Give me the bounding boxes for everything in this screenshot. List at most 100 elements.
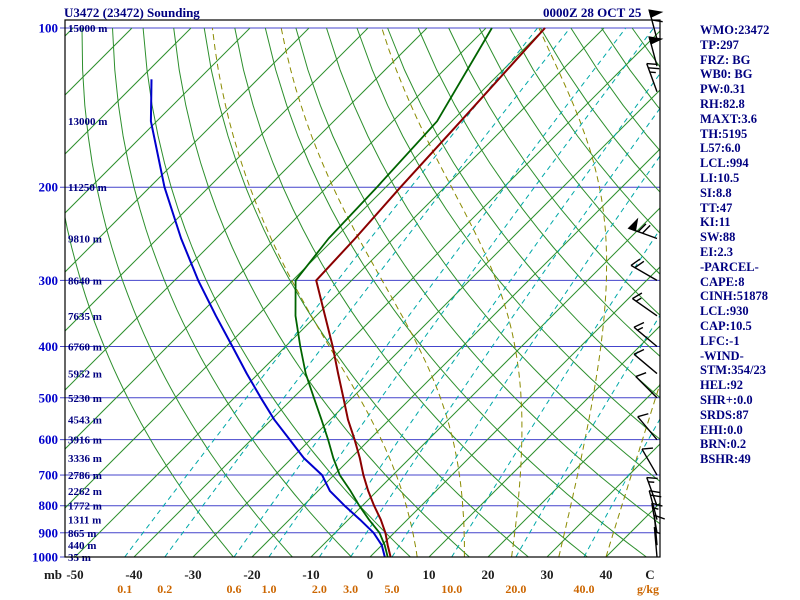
pressure-label: 200 <box>39 180 59 195</box>
index-line: CINH:51878 <box>700 289 769 304</box>
moist-adiabat-line <box>605 382 660 557</box>
index-line: WMO:23472 <box>700 23 770 37</box>
isotherm-line <box>65 27 487 450</box>
mixing-ratio-line <box>164 27 571 557</box>
mixing-ratio-label: 0.2 <box>157 582 172 596</box>
plot-frame <box>64 19 661 558</box>
pressure-label: 300 <box>39 273 59 288</box>
pressure-label: 900 <box>39 525 59 540</box>
wind-barb <box>648 9 664 40</box>
index-line: BRN:0.2 <box>700 437 747 452</box>
temp-tick-label: -30 <box>184 567 201 582</box>
index-line: L57:6.0 <box>700 141 741 156</box>
sounding-curves <box>149 27 546 557</box>
index-line: LCL:994 <box>700 156 749 171</box>
index-line: SW:88 <box>700 230 736 245</box>
index-line: LCL:930 <box>700 304 749 319</box>
pressure-label: 700 <box>39 468 59 483</box>
height-label: 2262 m <box>68 486 102 498</box>
chart-title: U3472 (23472) Sounding <box>64 5 200 20</box>
moist-adiabat-line <box>538 27 608 557</box>
temp-tick-label: 0 <box>367 567 374 582</box>
height-label: 865 m <box>68 528 96 540</box>
temp-unit-label: C <box>645 567 654 582</box>
index-line: FRZ: BG <box>700 52 751 67</box>
index-line: PW:0.31 <box>700 82 746 97</box>
dry-adiabat-line <box>356 27 660 440</box>
mixing-ratio-line <box>268 27 654 557</box>
index-line: WB0: BG <box>700 67 753 82</box>
height-label: 6760 m <box>68 341 102 353</box>
mixing-ratio-line <box>391 155 660 557</box>
index-line: TP:297 <box>700 37 739 52</box>
temp-tick-label: 10 <box>423 567 436 582</box>
isotherm-line <box>65 27 251 214</box>
mixing-ratio-label: 0.6 <box>227 582 242 596</box>
moist-adiabat-line <box>280 27 465 557</box>
index-line: HEL:92 <box>700 378 744 393</box>
dry-adiabat-line <box>264 27 647 557</box>
height-label: 9810 m <box>68 234 102 246</box>
dry-adiabat-line <box>112 27 352 557</box>
height-label: 5230 m <box>68 393 102 405</box>
wind-barb <box>641 447 658 476</box>
isotherm-line <box>65 27 310 273</box>
temperature-curve <box>315 27 546 557</box>
temp-tick-label: -40 <box>125 567 142 582</box>
mixing-ratio-line <box>318 72 660 557</box>
height-label: 3916 m <box>68 435 102 447</box>
index-line: -PARCEL- <box>700 259 759 274</box>
isotherm-line <box>0 28 14 557</box>
temp-tick-label: -50 <box>66 567 83 582</box>
wind-barb-column <box>627 9 665 558</box>
mixing-ratio-label: 5.0 <box>384 582 399 596</box>
index-line: TT:47 <box>700 200 733 215</box>
dry-adiabat-line <box>387 27 660 399</box>
wetbulb-curve <box>294 27 493 557</box>
isotherm-line <box>65 27 74 37</box>
wind-barb <box>637 413 658 441</box>
dry-adiabat-line <box>65 214 234 557</box>
index-line: EHI:0.0 <box>700 422 743 437</box>
pressure-label: 800 <box>39 498 59 513</box>
isotherm-line <box>65 27 428 391</box>
height-label: 13000 m <box>68 116 107 128</box>
index-line: SI:8.8 <box>700 185 732 200</box>
height-label: 11250 m <box>68 182 107 194</box>
dry-adiabat-line <box>142 27 411 557</box>
pressure-label: 500 <box>39 390 59 405</box>
mixing-ratio-label: 1.0 <box>261 582 276 596</box>
index-line: LI:10.5 <box>700 170 740 185</box>
mixing-ratio-label: 20.0 <box>505 582 526 596</box>
wind-barb <box>632 292 658 317</box>
pressure-label: 100 <box>39 21 59 36</box>
wind-barb <box>646 62 660 93</box>
height-label: 2786 m <box>68 470 102 482</box>
mixing-unit-label: g/kg <box>637 582 659 596</box>
index-line: STM:354/23 <box>700 363 766 378</box>
isotherm-line <box>251 148 660 557</box>
index-line: EI:2.3 <box>700 244 733 259</box>
index-line: CAP:10.5 <box>700 318 752 333</box>
index-line: CAPE:8 <box>700 274 745 289</box>
wind-barb <box>627 217 658 240</box>
wind-barb <box>633 321 658 348</box>
mixing-ratio-label: 3.0 <box>343 582 358 596</box>
dry-adiabat-line <box>234 27 588 557</box>
isotherm-line <box>65 27 192 155</box>
dry-adiabat-line <box>417 27 660 358</box>
temp-tick-label: 40 <box>600 567 613 582</box>
index-line: -WIND- <box>700 348 744 363</box>
isotherm-line <box>133 30 660 557</box>
isotherm-line <box>546 443 660 557</box>
index-line: MAXT:3.6 <box>700 111 758 126</box>
pressure-unit-label: mb <box>44 567 62 582</box>
mixing-ratio-label: 10.0 <box>441 582 462 596</box>
pressure-label: 400 <box>39 339 59 354</box>
height-label: 4543 m <box>68 415 102 427</box>
height-label: 8640 m <box>68 275 102 287</box>
isotherm-line <box>487 384 660 557</box>
temp-tick-label: -20 <box>243 567 260 582</box>
isotherm-line <box>428 325 660 557</box>
